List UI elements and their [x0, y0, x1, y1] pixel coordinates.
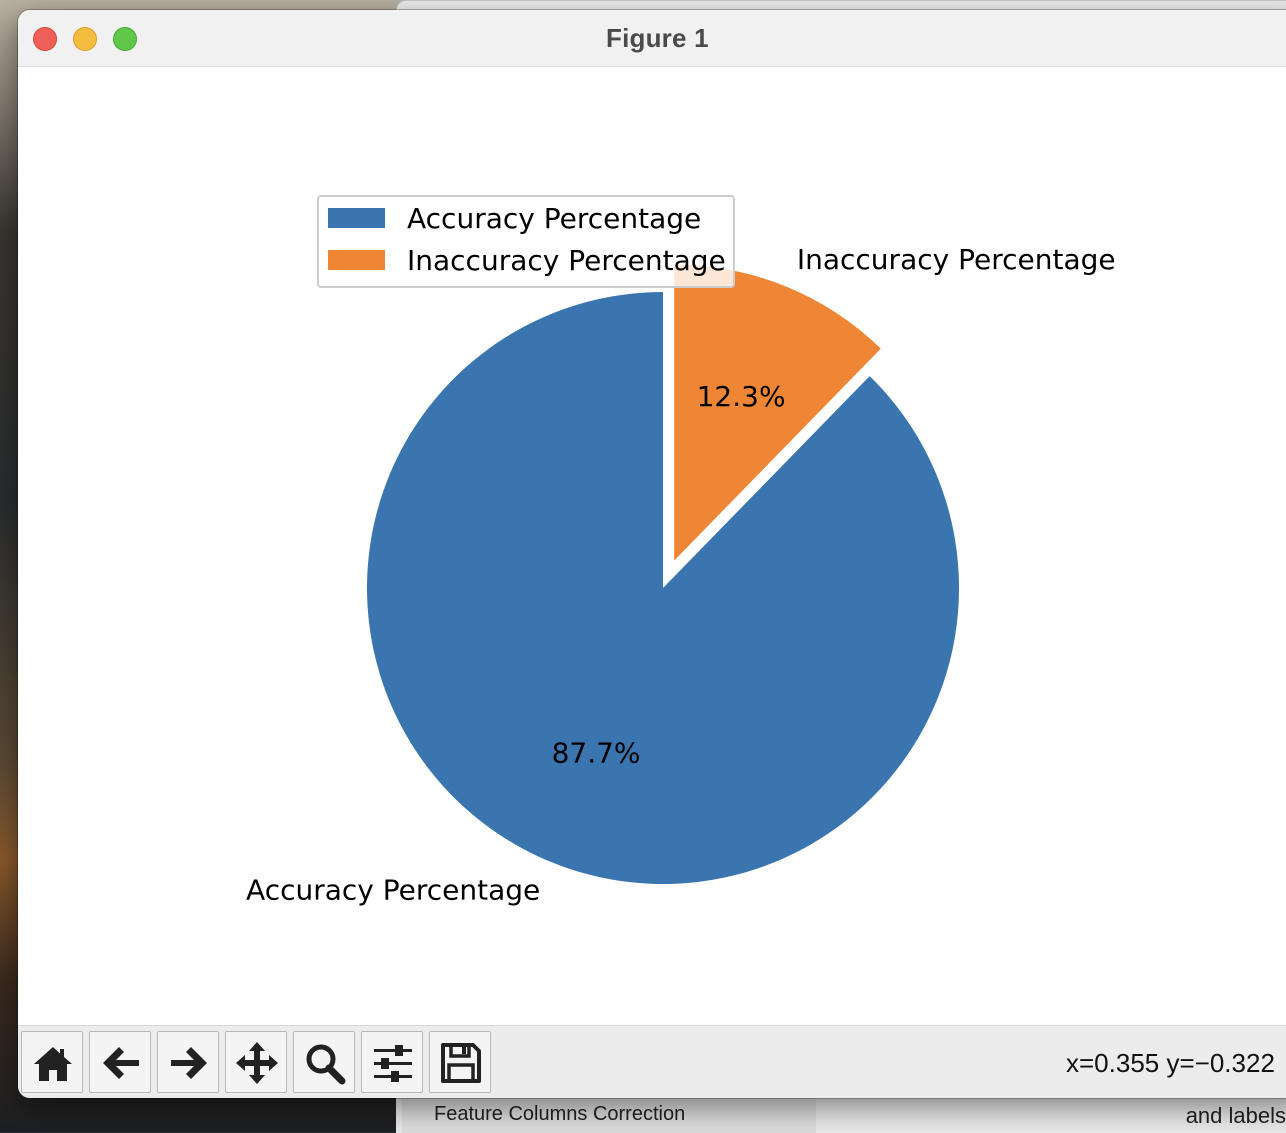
figure-canvas[interactable]: 87.7% Accuracy Percentage 12.3% Inaccuracy … — [18, 67, 1286, 1025]
navigation-toolbar: x=0.355 y=−0.322 — [18, 1025, 1286, 1098]
legend-label-accuracy: Accuracy Percentage — [407, 202, 701, 235]
pie-chart: 87.7% Accuracy Percentage 12.3% Inaccuracy … — [246, 195, 1116, 907]
back-button[interactable] — [89, 1031, 151, 1093]
pie-slice-inaccuracy — [674, 264, 881, 561]
close-button[interactable] — [33, 27, 57, 51]
background-side-text: and labels — [1185, 1103, 1286, 1128]
pie-slice-accuracy — [367, 292, 960, 885]
background-tab[interactable] — [402, 1097, 816, 1133]
pie-percent-inaccuracy: 12.3% — [697, 380, 786, 413]
zoom-button[interactable] — [293, 1031, 355, 1093]
figure-window: Figure 1 87.7% Accuracy Percentage 12.3% In… — [18, 10, 1286, 1098]
background-tab-label: Feature Columns Correction — [434, 1103, 686, 1125]
pie-label-accuracy: Accuracy Percentage — [246, 874, 540, 907]
minimize-button[interactable] — [73, 27, 97, 51]
chart-legend: Accuracy Percentage Inaccuracy Percentag… — [317, 195, 735, 288]
legend-swatch-accuracy — [328, 208, 385, 228]
background-editor-strip: Feature Columns Correction and labels — [396, 1096, 1286, 1133]
configure-subplots-button[interactable] — [361, 1031, 423, 1093]
arrow-right-icon — [171, 1047, 207, 1079]
move-icon — [236, 1042, 278, 1084]
save-button[interactable] — [429, 1031, 491, 1093]
home-icon — [34, 1047, 72, 1081]
home-button[interactable] — [21, 1031, 83, 1093]
window-title: Figure 1 — [606, 23, 709, 53]
title-bar[interactable]: Figure 1 — [18, 10, 1286, 67]
legend-frame — [317, 195, 735, 288]
magnifier-icon — [306, 1044, 346, 1085]
sliders-icon — [374, 1045, 412, 1082]
forward-button[interactable] — [157, 1031, 219, 1093]
legend-label-inaccuracy: Inaccuracy Percentage — [407, 244, 726, 277]
pan-button[interactable] — [225, 1031, 287, 1093]
pie-percent-accuracy: 87.7% — [552, 737, 641, 770]
arrow-left-icon — [103, 1047, 139, 1079]
maximize-button[interactable] — [113, 27, 137, 51]
legend-swatch-inaccuracy — [328, 250, 385, 270]
cursor-coordinates: x=0.355 y=−0.322 — [1066, 1048, 1275, 1078]
floppy-disk-icon — [441, 1043, 481, 1083]
pie-label-inaccuracy: Inaccuracy Percentage — [797, 243, 1116, 276]
